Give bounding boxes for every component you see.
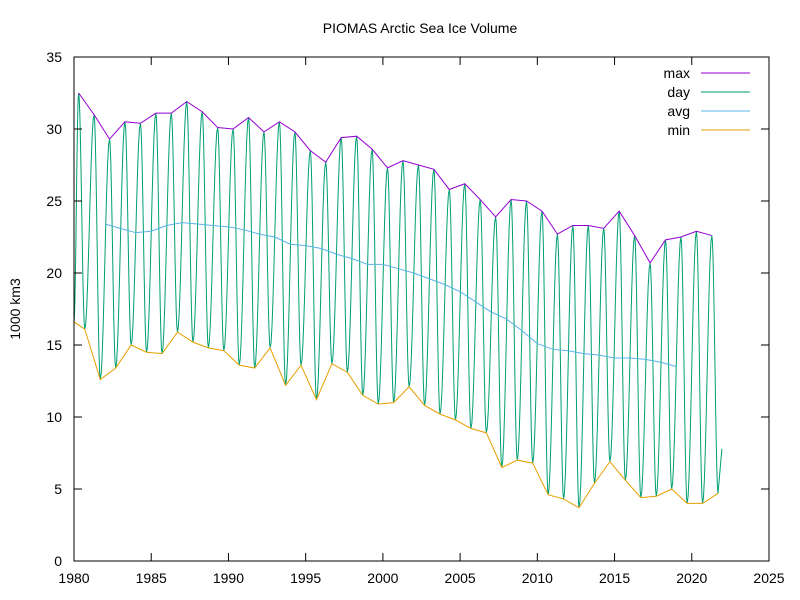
legend-label-min: min — [667, 122, 690, 138]
chart-title: PIOMAS Arctic Sea Ice Volume — [323, 20, 518, 36]
x-tick-label: 2005 — [445, 570, 476, 586]
plot-area — [73, 92, 723, 509]
y-tick-label: 5 — [54, 481, 62, 497]
x-tick-label: 2020 — [676, 570, 707, 586]
series-line-max — [78, 92, 712, 264]
x-tick-label: 1995 — [290, 570, 321, 586]
legend-label-avg: avg — [667, 103, 690, 119]
x-tick-label: 1990 — [213, 570, 244, 586]
y-tick-label: 30 — [46, 121, 62, 137]
series-line-avg — [104, 222, 677, 368]
y-tick-label: 20 — [46, 265, 62, 281]
y-tick-label: 15 — [46, 337, 62, 353]
series-line-day — [73, 92, 723, 508]
series-line-min — [73, 321, 719, 509]
legend-label-max: max — [664, 65, 690, 81]
y-tick-label: 0 — [54, 553, 62, 569]
y-axis-label: 1000 km3 — [7, 278, 23, 340]
plot-border — [73, 56, 770, 562]
axes: 1980 1985 1990 1995 2000 2005 2010 2015 2020 2025… — [46, 49, 784, 586]
legend: max day avg min — [664, 65, 750, 138]
y-tick-label: 25 — [46, 193, 62, 209]
y-tick-label: 35 — [46, 49, 62, 65]
x-tick-label: 2010 — [522, 570, 553, 586]
x-tick-label: 2025 — [753, 570, 784, 586]
x-tick-label: 2015 — [599, 570, 630, 586]
x-tick-label: 1985 — [136, 570, 167, 586]
x-tick-label: 1980 — [58, 570, 89, 586]
y-tick-label: 10 — [46, 409, 62, 425]
legend-label-day: day — [667, 84, 690, 100]
x-tick-label: 2000 — [367, 570, 398, 586]
